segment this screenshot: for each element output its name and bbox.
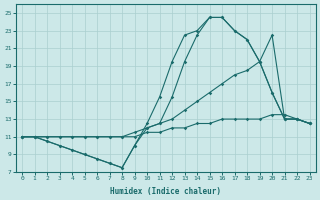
X-axis label: Humidex (Indice chaleur): Humidex (Indice chaleur) (110, 187, 221, 196)
